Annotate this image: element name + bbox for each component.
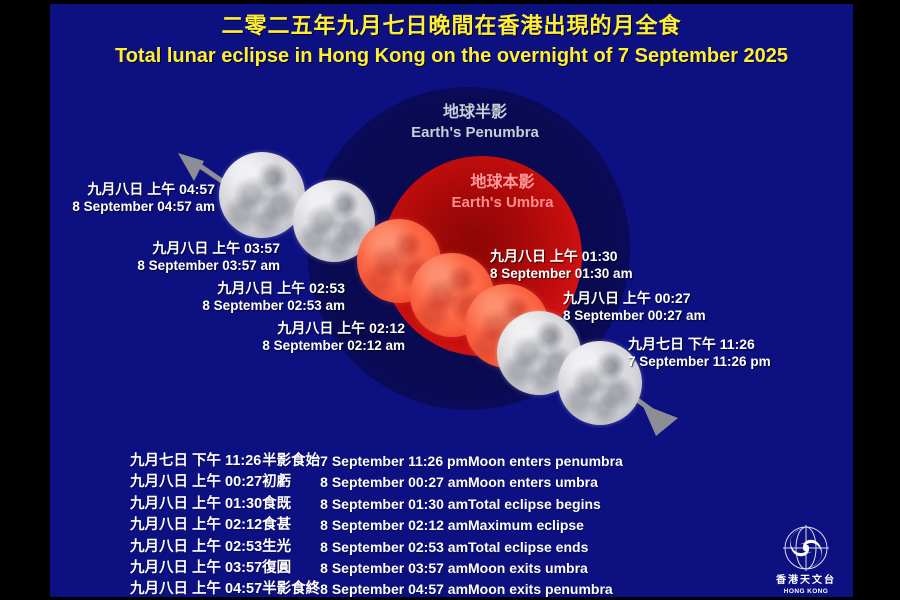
row-3-zh-date: 九月八日 上午 02:12 <box>130 517 263 534</box>
row-6-en-term: Moon exits penumbra <box>468 581 613 597</box>
table-row: 九月八日 上午 04:57 半影食終 8 September 04:57 am … <box>130 580 623 597</box>
hko-logo-zh: 香港天文台 <box>776 575 836 586</box>
moon-caption-1126pm: 九月七日 下午 11:26 7 September 11:26 pm <box>628 335 853 371</box>
table-row: 九月八日 上午 02:12 食甚 8 September 02:12 am Ma… <box>130 516 623 537</box>
moon-caption-0130: 九月八日 上午 01:30 8 September 01:30 am <box>490 247 720 283</box>
row-2-zh-date: 九月八日 上午 01:30 <box>130 495 263 512</box>
moon-0457 <box>219 152 305 238</box>
row-6-en-date: 8 September 04:57 am <box>320 581 469 597</box>
row-2-zh-term: 食既 <box>262 495 292 512</box>
moon-caption-0212-zh: 九月八日 上午 02:12 <box>277 320 405 336</box>
row-3-en-term: Maximum eclipse <box>468 517 584 534</box>
page-title-zh: 二零二五年九月七日晚間在香港出現的月全食 <box>221 13 682 38</box>
table-row: 九月八日 上午 00:27 初虧 8 September 00:27 am Mo… <box>130 473 623 494</box>
row-0-en-date: 7 September 11:26 pm <box>320 453 469 469</box>
moon-1126pm <box>558 341 642 425</box>
row-5-zh-term: 復圓 <box>262 560 292 577</box>
moon-caption-0027-en: 8 September 00:27 am <box>563 308 706 323</box>
moon-caption-0457: 九月八日 上午 04:57 8 September 04:57 am <box>50 180 215 216</box>
page-title: 二零二五年九月七日晚間在香港出現的月全食 Total lunar eclipse… <box>50 12 853 70</box>
moon-caption-0212-en: 8 September 02:12 am <box>262 338 405 353</box>
moon-caption-0457-en: 8 September 04:57 am <box>72 199 215 214</box>
hko-logo: 香港天文台 HONG KONG OBSERVATORY <box>758 524 853 597</box>
moon-caption-0253-zh: 九月八日 上午 02:53 <box>217 280 345 296</box>
eclipse-timetable-body: 九月七日 下午 11:26 半影食始 7 September 11:26 pm … <box>130 452 623 597</box>
moon-caption-0357-en: 8 September 03:57 am <box>137 258 280 273</box>
moon-caption-0357: 九月八日 上午 03:57 8 September 03:57 am <box>60 239 280 275</box>
row-4-en-term: Total eclipse ends <box>468 538 589 555</box>
row-5-zh-date: 九月八日 上午 03:57 <box>130 560 263 577</box>
row-5-en-term: Moon exits umbra <box>468 560 588 577</box>
moon-caption-0457-zh: 九月八日 上午 04:57 <box>87 181 215 197</box>
infographic-canvas: 二零二五年九月七日晚間在香港出現的月全食 Total lunar eclipse… <box>50 4 853 597</box>
row-6-zh-date: 九月八日 上午 04:57 <box>130 581 263 597</box>
page-title-en: Total lunar eclipse in Hong Kong on the … <box>114 45 789 67</box>
row-2-en-term: Total eclipse begins <box>468 495 601 512</box>
observatory-swirl-icon <box>783 525 829 571</box>
moon-caption-0253-en: 8 September 02:53 am <box>202 298 345 313</box>
row-1-en-date: 8 September 00:27 am <box>320 474 469 491</box>
table-row: 九月八日 上午 02:53 生光 8 September 02:53 am To… <box>130 538 623 559</box>
row-1-zh-date: 九月八日 上午 00:27 <box>130 474 263 491</box>
row-1-en-term: Moon enters umbra <box>468 474 598 491</box>
row-0-en-term: Moon enters penumbra <box>468 453 623 469</box>
row-1-zh-term: 初虧 <box>262 474 292 491</box>
moon-caption-0027-zh: 九月八日 上午 00:27 <box>563 290 691 306</box>
moon-caption-0212: 九月八日 上午 02:12 8 September 02:12 am <box>175 319 405 355</box>
table-row: 九月七日 下午 11:26 半影食始 7 September 11:26 pm … <box>130 452 623 473</box>
row-0-zh-date: 九月七日 下午 11:26 <box>130 453 262 469</box>
moon-caption-0130-zh: 九月八日 上午 01:30 <box>490 248 618 264</box>
row-4-zh-date: 九月八日 上午 02:53 <box>130 538 263 555</box>
moon-caption-0027: 九月八日 上午 00:27 8 September 00:27 am <box>563 289 793 325</box>
moon-caption-0130-en: 8 September 01:30 am <box>490 266 633 281</box>
row-4-en-date: 8 September 02:53 am <box>320 538 469 555</box>
moon-caption-0253: 九月八日 上午 02:53 8 September 02:53 am <box>120 279 345 315</box>
row-4-zh-term: 生光 <box>262 538 292 555</box>
eclipse-timetable: 九月七日 下午 11:26 半影食始 7 September 11:26 pm … <box>130 452 623 597</box>
row-0-zh-term: 半影食始 <box>262 453 321 469</box>
moon-caption-0357-zh: 九月八日 上午 03:57 <box>152 240 280 256</box>
moon-caption-1126pm-en: 7 September 11:26 pm <box>628 354 771 369</box>
table-row: 九月八日 上午 01:30 食既 8 September 01:30 am To… <box>130 495 623 516</box>
moon-caption-1126pm-zh: 九月七日 下午 11:26 <box>628 336 755 352</box>
table-row: 九月八日 上午 03:57 復圓 8 September 03:57 am Mo… <box>130 559 623 580</box>
row-2-en-date: 8 September 01:30 am <box>320 495 469 512</box>
hko-logo-en: HONG KONG OBSERVATORY <box>783 588 829 595</box>
row-6-zh-term: 半影食終 <box>262 581 321 597</box>
row-5-en-date: 8 September 03:57 am <box>320 560 469 577</box>
eclipse-timetable-table: 九月七日 下午 11:26 半影食始 7 September 11:26 pm … <box>130 452 623 597</box>
row-3-en-date: 8 September 02:12 am <box>320 517 469 534</box>
row-3-zh-term: 食甚 <box>262 517 292 534</box>
